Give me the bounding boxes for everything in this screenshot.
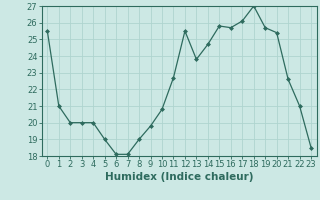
X-axis label: Humidex (Indice chaleur): Humidex (Indice chaleur) (105, 172, 253, 182)
